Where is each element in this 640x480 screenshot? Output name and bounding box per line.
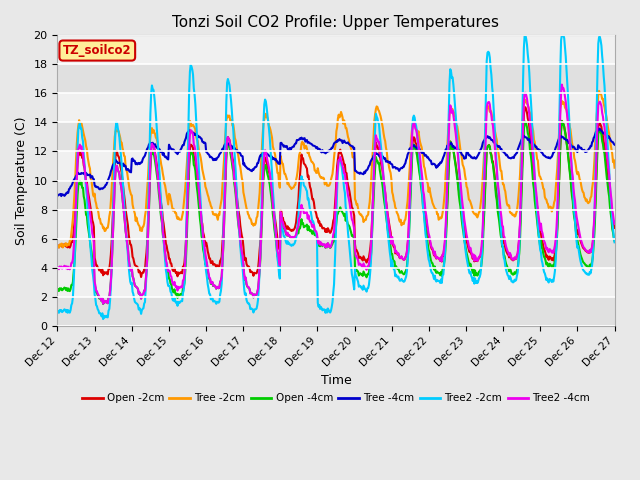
Tree -4cm: [65, 190, 72, 196]
Bar: [58, 297, 614, 326]
Tree2 -4cm: [54, 266, 61, 272]
Line: Tree2 -4cm: Tree2 -4cm: [58, 84, 614, 304]
Open -4cm: [99, 301, 107, 307]
Tree -4cm: [421, 153, 429, 158]
Tree2 -4cm: [208, 280, 216, 286]
Bar: [58, 152, 614, 180]
Tree2 -2cm: [421, 222, 429, 228]
Line: Open -4cm: Open -4cm: [58, 121, 614, 304]
Tree -2cm: [54, 242, 61, 248]
Tree2 -4cm: [611, 221, 618, 227]
Bar: [58, 36, 614, 64]
Bar: [58, 210, 614, 239]
Tree2 -2cm: [521, 33, 529, 38]
Bar: [58, 268, 614, 297]
Tree2 -2cm: [611, 240, 618, 245]
Open -2cm: [179, 270, 186, 276]
Text: TZ_soilco2: TZ_soilco2: [63, 44, 132, 57]
Open -4cm: [611, 238, 618, 244]
Open -2cm: [421, 206, 429, 212]
Bar: [58, 122, 614, 152]
Open -2cm: [611, 225, 618, 231]
Bar: [58, 94, 614, 122]
Open -4cm: [122, 228, 129, 234]
Tree2 -2cm: [208, 297, 216, 302]
Tree2 -4cm: [63, 266, 71, 272]
Tree2 -2cm: [63, 310, 71, 315]
Open -4cm: [179, 292, 186, 298]
Tree2 -2cm: [179, 299, 186, 304]
Open -2cm: [63, 244, 71, 250]
Open -4cm: [63, 288, 71, 294]
Tree2 -2cm: [404, 246, 412, 252]
Tree -2cm: [55, 245, 63, 251]
Open -2cm: [54, 244, 61, 250]
Tree -4cm: [611, 142, 618, 147]
Tree -2cm: [404, 185, 412, 191]
Tree -4cm: [404, 150, 412, 156]
Tree -2cm: [208, 204, 216, 210]
Open -2cm: [121, 198, 129, 204]
Open -4cm: [404, 247, 412, 252]
Tree2 -4cm: [99, 301, 107, 307]
Open -2cm: [404, 234, 412, 240]
Tree -2cm: [179, 213, 186, 219]
Tree2 -2cm: [122, 224, 129, 229]
Tree -2cm: [122, 163, 129, 169]
Tree -4cm: [54, 192, 61, 197]
Tree -4cm: [58, 193, 65, 199]
Tree -2cm: [611, 165, 618, 170]
Tree2 -2cm: [99, 316, 107, 322]
Line: Tree -2cm: Tree -2cm: [58, 91, 614, 248]
Line: Tree2 -2cm: Tree2 -2cm: [58, 36, 614, 319]
Y-axis label: Soil Temperature (C): Soil Temperature (C): [15, 116, 28, 245]
Line: Open -2cm: Open -2cm: [58, 107, 614, 277]
Open -2cm: [208, 260, 216, 265]
Tree -4cm: [208, 155, 216, 160]
Tree2 -4cm: [122, 228, 129, 234]
Open -4cm: [208, 281, 216, 287]
Bar: [58, 180, 614, 210]
Open -4cm: [421, 218, 429, 224]
Tree -2cm: [65, 241, 72, 247]
Tree -4cm: [596, 126, 604, 132]
Legend: Open -2cm, Tree -2cm, Open -4cm, Tree -4cm, Tree2 -2cm, Tree2 -4cm: Open -2cm, Tree -2cm, Open -4cm, Tree -4…: [77, 389, 595, 408]
Bar: [58, 64, 614, 94]
Tree2 -4cm: [421, 200, 429, 206]
Open -2cm: [522, 104, 529, 110]
Tree -4cm: [179, 144, 186, 149]
Open -4cm: [558, 118, 566, 124]
Tree2 -4cm: [404, 230, 412, 236]
Open -2cm: [137, 274, 145, 280]
X-axis label: Time: Time: [321, 374, 351, 387]
Tree2 -4cm: [179, 285, 186, 290]
Title: Tonzi Soil CO2 Profile: Upper Temperatures: Tonzi Soil CO2 Profile: Upper Temperatur…: [173, 15, 499, 30]
Open -4cm: [54, 288, 61, 294]
Bar: [58, 239, 614, 268]
Tree2 -2cm: [54, 310, 61, 315]
Line: Tree -4cm: Tree -4cm: [58, 129, 614, 196]
Tree -2cm: [421, 166, 429, 171]
Tree -2cm: [595, 88, 603, 94]
Tree -4cm: [122, 163, 129, 169]
Tree2 -4cm: [558, 82, 566, 87]
